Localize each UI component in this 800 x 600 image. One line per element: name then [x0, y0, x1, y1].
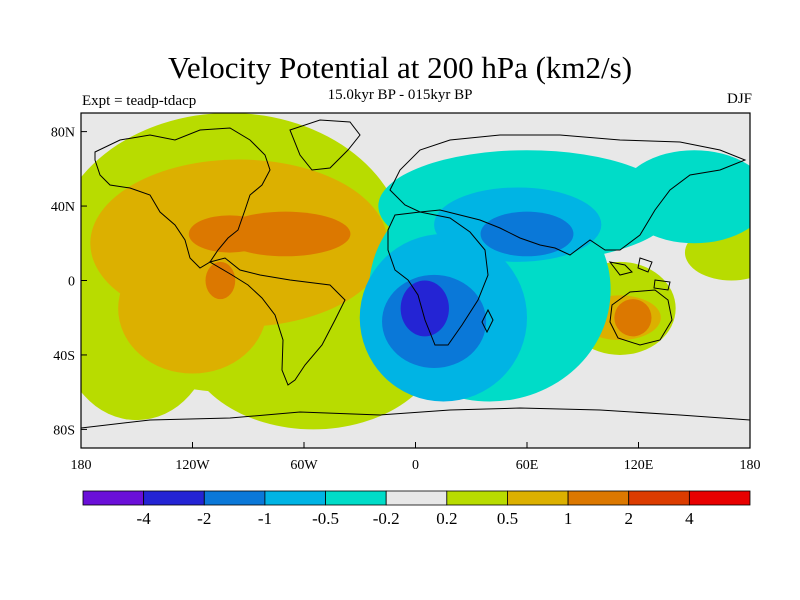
map-axes: 180 120W 60W 0 60E 120E 180 80N 40N 0 40S 80S: [51, 126, 761, 473]
map-plot-area: [81, 113, 750, 448]
velocity-potential-field: [81, 113, 750, 430]
colorbar-label-4: -0.2: [373, 509, 400, 528]
colorbar-label-1: -2: [197, 509, 211, 528]
colorbar-swatch-2: [203, 490, 266, 506]
x-tick-label-2: 60W: [290, 458, 318, 473]
colorbar-label-5: 0.2: [436, 509, 457, 528]
y-tick-label-2: 0: [68, 275, 75, 290]
colorbar-swatch-3: [264, 490, 326, 506]
colorbar-swatch-0: [82, 490, 145, 506]
x-tick-label-4: 60E: [516, 458, 539, 473]
season-label: DJF: [726, 91, 752, 107]
field-region-6-0: [400, 280, 449, 337]
experiment-label: Expt = teadp-tdacp: [82, 93, 197, 109]
colorbar-swatch-9: [628, 490, 690, 506]
x-tick-label-1: 120W: [175, 458, 210, 473]
colorbar-swatch-4: [325, 490, 387, 506]
y-tick-label-3: 40S: [53, 349, 75, 364]
field-region-3-2: [619, 150, 750, 244]
colorbar: -4 -2 -1 -0.5 -0.2 0.2 0.5 1 2 4: [82, 490, 751, 528]
field-region-1-1: [118, 243, 267, 374]
x-tick-label-6: 180: [740, 458, 761, 473]
map-subtitle: 15.0kyr BP - 015kyr BP: [327, 87, 473, 103]
coastlines: [81, 119, 750, 429]
colorbar-label-3: -0.5: [312, 509, 339, 528]
field-region-5-1: [480, 211, 574, 257]
colorbar-swatch-1: [143, 490, 205, 506]
map-title: Velocity Potential at 200 hPa (km2/s): [167, 50, 633, 85]
colorbar-swatch-10: [688, 490, 751, 506]
colorbar-label-0: -4: [137, 509, 152, 528]
colorbar-label-8: 2: [624, 509, 633, 528]
colorbar-swatch-5: [385, 490, 448, 506]
field-region-2-3: [614, 299, 652, 337]
colorbar-swatch-6: [446, 490, 508, 506]
field-region-2-1: [188, 215, 271, 253]
field-region-2-2: [205, 261, 236, 300]
colorbar-label-6: 0.5: [497, 509, 518, 528]
y-tick-label-0: 80N: [51, 126, 75, 141]
x-tick-label-5: 120E: [624, 458, 654, 473]
y-tick-label-1: 40N: [51, 200, 75, 215]
y-tick-label-4: 80S: [53, 423, 75, 438]
colorbar-label-2: -1: [258, 509, 272, 528]
colorbar-label-9: 4: [685, 509, 694, 528]
x-tick-label-0: 180: [71, 458, 92, 473]
colorbar-swatch-7: [507, 490, 569, 506]
colorbar-swatch-8: [567, 490, 630, 506]
colorbar-label-7: 1: [564, 509, 573, 528]
x-tick-label-3: 0: [412, 458, 419, 473]
